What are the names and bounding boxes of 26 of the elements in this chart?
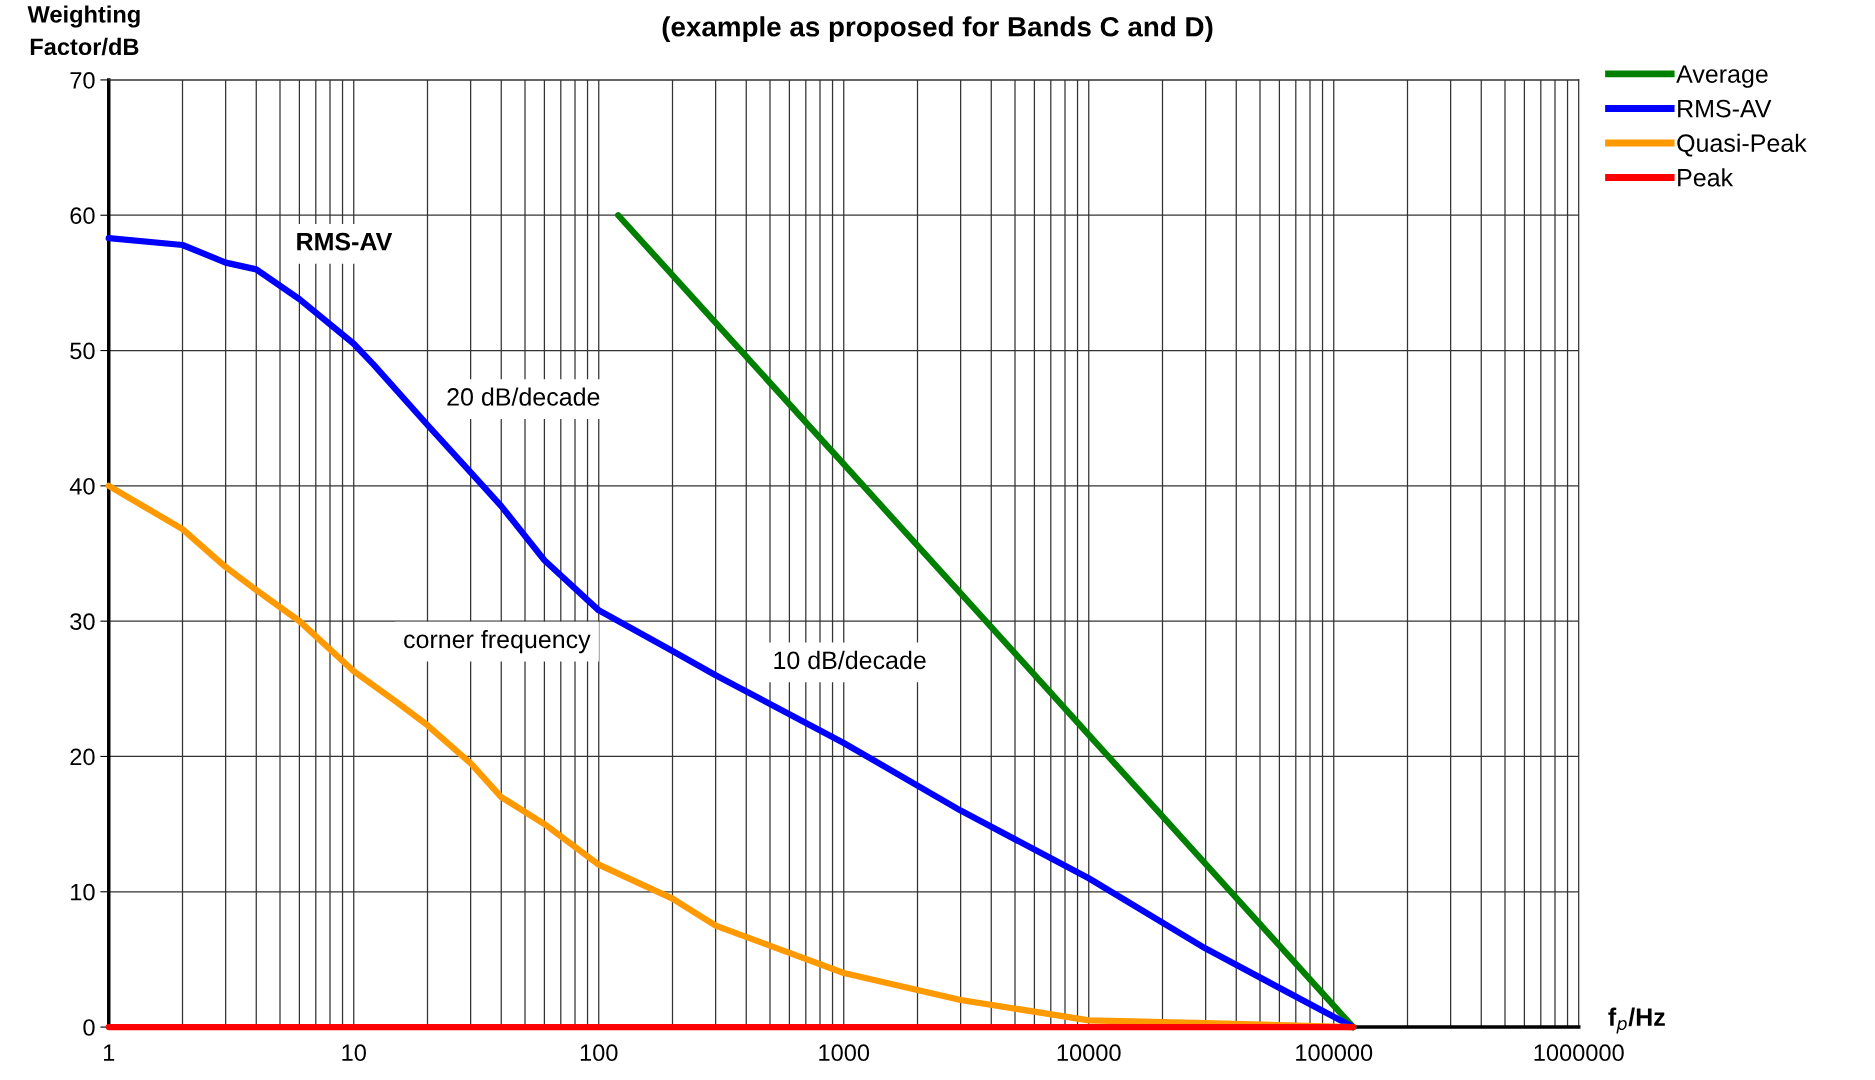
legend-label: Quasi-Peak <box>1677 133 1807 157</box>
y-tick-label: 30 <box>70 613 95 630</box>
x-axis-title: f$_{p}$/Hz <box>1608 1007 1665 1034</box>
y-tick-label: 0 <box>83 1019 95 1036</box>
annotation: 20 dB/decade <box>447 387 600 406</box>
legend-label: Average <box>1676 65 1768 88</box>
x-tick-label: 10000 <box>1057 1044 1121 1062</box>
annotation: RMS-AV <box>297 232 393 251</box>
x-tick-label: 100000 <box>1296 1044 1373 1062</box>
x-tick-label: 100 <box>580 1044 618 1062</box>
chart-title: (example as proposed for Bands C and D) <box>662 16 1213 43</box>
legend-label: RMS-AV <box>1678 99 1772 118</box>
y-tick-label: 20 <box>70 748 95 766</box>
y-tick-label: 40 <box>69 477 95 495</box>
y-tick-label: 10 <box>71 883 95 901</box>
x-tick-label: 1000000 <box>1534 1044 1624 1062</box>
legend-label: Peak <box>1678 168 1734 187</box>
y-tick-label: 70 <box>70 71 95 89</box>
x-tick-label: 1 <box>103 1044 115 1061</box>
annotation: 10 dB/decade <box>774 650 926 670</box>
y-axis-title: Weighting Factor/dB <box>27 5 140 56</box>
y-tick-label: 60 <box>70 207 95 225</box>
x-tick-label: 1000 <box>819 1044 870 1062</box>
y-tick-label: 50 <box>70 342 95 360</box>
x-tick-label: 10 <box>342 1044 366 1062</box>
annotation: corner frequency <box>404 629 591 654</box>
